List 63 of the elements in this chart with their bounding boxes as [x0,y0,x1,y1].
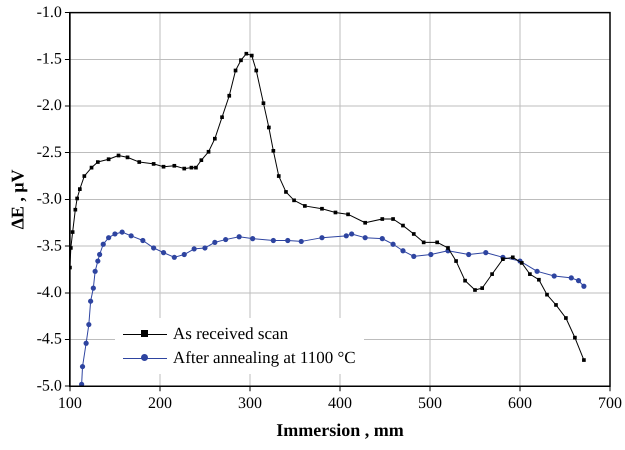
y-tick-label: -4.5 [36,330,62,348]
point [223,236,228,242]
point [202,245,208,251]
point [349,231,354,237]
point [466,252,472,258]
y-tick-label: -3.5 [36,237,62,254]
y-tick-label: -4.0 [36,284,62,302]
point [140,238,146,244]
point [576,278,582,284]
point [568,275,574,280]
y-tick-label: -2.0 [36,97,62,114]
point [86,322,92,328]
point [80,364,86,370]
x-tick-label: 500 [418,395,442,412]
point [285,238,290,244]
point [483,250,488,256]
y-tick-label: -1.5 [36,50,62,68]
point [581,284,586,289]
point [120,229,125,235]
point [250,236,256,242]
legend-label: After annealing at 1100 °C [172,347,356,370]
x-tick-label: 600 [508,395,532,412]
y-tick-label: -5.0 [36,377,62,394]
point [106,235,112,240]
point [100,242,106,247]
point [84,340,89,346]
y-tick-label: -1.0 [36,4,62,21]
legend-label: As received scan [172,323,288,346]
point [344,233,349,238]
point [298,238,304,244]
point [270,238,276,244]
point [160,250,166,256]
x-tick-label: 300 [238,395,262,412]
point [552,273,557,279]
y-tick-label: -3.0 [36,190,62,208]
point [90,286,96,291]
point [112,231,118,237]
point [362,235,368,240]
point [128,233,134,238]
point [236,234,242,240]
point [400,248,406,254]
y-axis-title: ΔE , μV [7,169,28,230]
y-tick-label: -2.5 [36,144,62,161]
point [151,245,156,251]
point [390,242,396,247]
point [319,235,325,240]
x-tick-label: 100 [58,395,82,412]
point [88,298,94,304]
point [172,254,177,260]
x-tick-label: 200 [148,395,172,412]
point [192,246,197,252]
point [534,268,540,274]
point [95,258,100,264]
point [182,252,187,258]
x-axis-title: Immersion , mm [276,420,404,440]
point [97,252,102,258]
point [92,268,98,274]
point [212,240,218,245]
x-tick-label: 400 [328,395,352,412]
point [380,236,385,242]
point [411,254,416,259]
point [428,252,434,258]
x-tick-label: 700 [598,395,622,412]
